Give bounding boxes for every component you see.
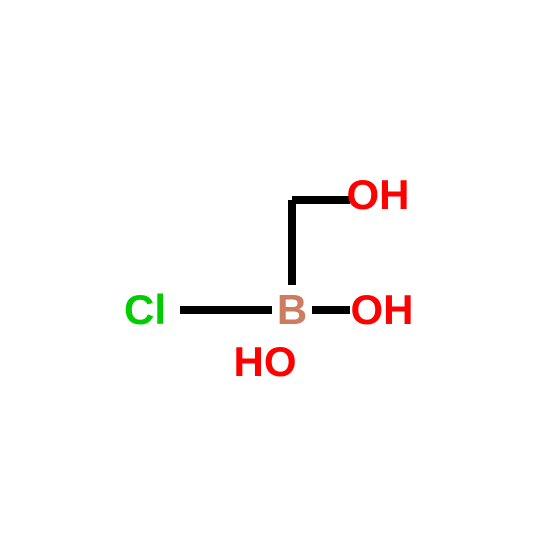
atom-oh-right: OH [351, 286, 414, 334]
atom-oh-top-label: OH [347, 171, 410, 218]
atom-oh-right-label: OH [351, 286, 414, 333]
molecule-diagram [0, 0, 533, 533]
atom-oh-top: OH [347, 171, 410, 219]
atom-ho-bottom: HO [234, 338, 297, 386]
atom-b-label: B [277, 286, 307, 333]
atom-cl: Cl [124, 286, 166, 334]
atom-cl-label: Cl [124, 286, 166, 333]
atom-b: B [277, 286, 307, 334]
atom-ho-bottom-label: HO [234, 338, 297, 385]
